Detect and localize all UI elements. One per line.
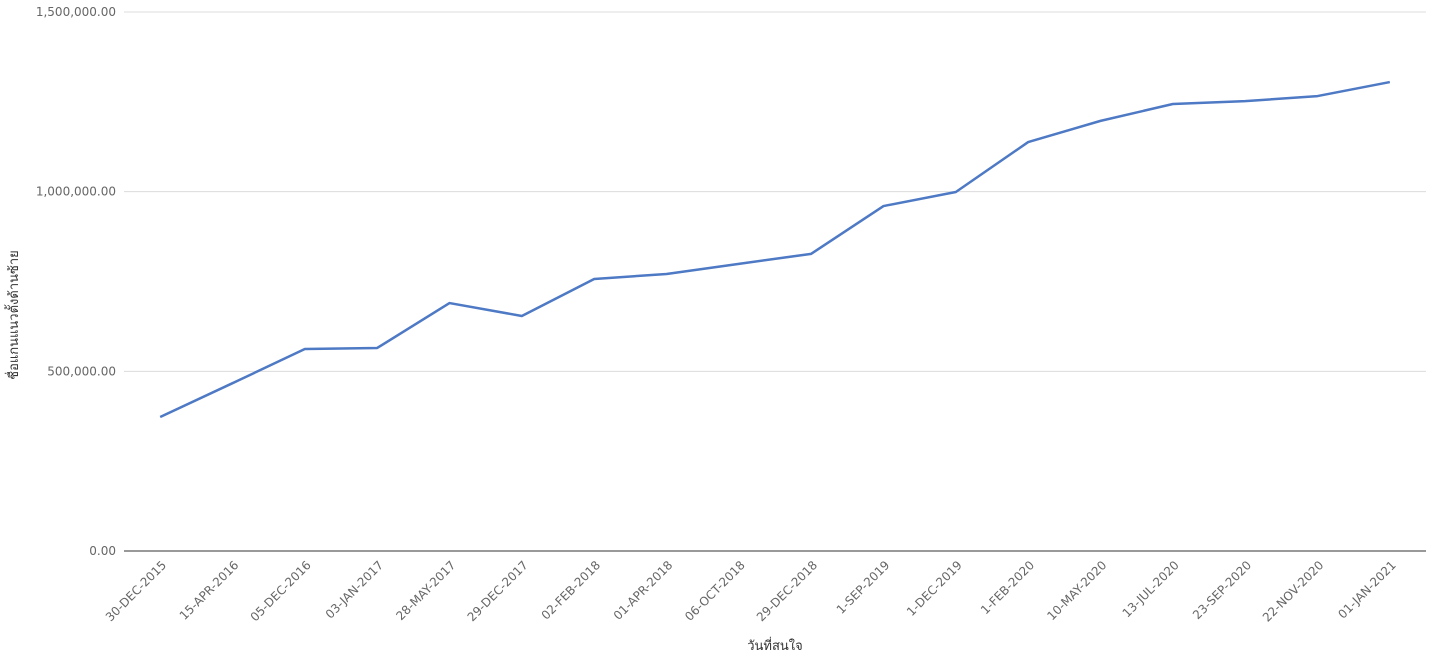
x-tick-label: 01-JAN-2021 bbox=[1335, 558, 1398, 621]
x-tick-label: 15-APR-2016 bbox=[177, 558, 242, 623]
x-tick-label: 1-DEC-2019 bbox=[904, 558, 965, 619]
y-tick-label: 1,500,000.00 bbox=[36, 5, 116, 19]
x-tick-label: 01-APR-2018 bbox=[611, 558, 676, 623]
x-axis-title: วันที่สนใจ bbox=[747, 637, 803, 654]
x-tick-label: 30-DEC-2015 bbox=[103, 558, 169, 624]
x-tick-label: 23-SEP-2020 bbox=[1190, 558, 1254, 622]
x-tick-label: 28-MAY-2017 bbox=[393, 558, 458, 623]
y-tick-label: 0.00 bbox=[89, 544, 116, 558]
x-tick-label: 10-MAY-2020 bbox=[1044, 558, 1109, 623]
y-tick-label: 500,000.00 bbox=[47, 364, 116, 378]
x-tick-label: 29-DEC-2018 bbox=[754, 558, 820, 624]
x-tick-label: 1-FEB-2020 bbox=[978, 558, 1037, 617]
x-tick-label: 03-JAN-2017 bbox=[323, 558, 386, 621]
x-tick-label: 22-NOV-2020 bbox=[1260, 558, 1327, 625]
x-tick-label: 1-SEP-2019 bbox=[834, 558, 893, 617]
y-axis-title: ชื่อแกนแนวตั้งด้านซ้าย bbox=[4, 250, 22, 380]
x-tick-label: 13-JUL-2020 bbox=[1120, 558, 1182, 620]
x-tick-label: 02-FEB-2018 bbox=[539, 558, 603, 622]
x-tick-label: 05-DEC-2016 bbox=[248, 558, 314, 624]
data-line bbox=[159, 80, 1391, 419]
x-tick-label: 29-DEC-2017 bbox=[465, 558, 531, 624]
y-tick-label: 1,000,000.00 bbox=[36, 185, 116, 199]
x-tick-label: 06-OCT-2018 bbox=[682, 558, 748, 624]
